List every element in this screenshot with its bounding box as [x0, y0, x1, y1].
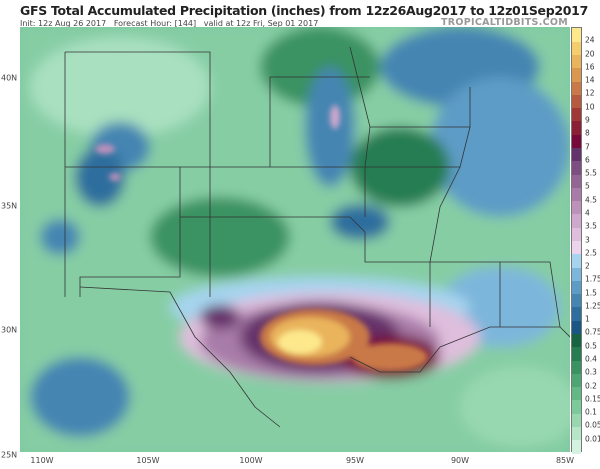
colorbar-tick-label: 10 — [585, 102, 595, 112]
colorbar-tick-label: 20 — [585, 49, 595, 59]
colorbar-tick-label: 2 — [585, 261, 590, 271]
lon-label: 85W — [555, 456, 575, 465]
map-title: GFS Total Accumulated Precipitation (inc… — [20, 3, 588, 18]
colorbar-tick-label: 1 — [585, 314, 590, 324]
colorbar-segment — [572, 134, 581, 149]
init-time: Init: 12z Aug 26 2017 — [20, 19, 107, 28]
colorbar-segment — [572, 200, 581, 215]
colorbar-segment — [572, 227, 581, 241]
colorbar-tick-label: 0.1 — [585, 407, 597, 417]
colorbar-segment — [572, 28, 581, 42]
colorbar-tick-label: 8 — [585, 128, 590, 138]
lon-label: 105W — [136, 456, 160, 465]
heavy-rain-core — [95, 105, 428, 371]
colorbar-segment — [572, 386, 581, 401]
colorbar-segment — [572, 94, 581, 109]
colorbar-tick-label: 1.25 — [585, 301, 600, 311]
colorbar-tick-label: 5 — [585, 181, 590, 191]
colorbar-tick-label: 0.4 — [585, 354, 597, 364]
colorbar-segment — [572, 107, 581, 122]
colorbar-segment — [572, 413, 581, 427]
colorbar-tick-label: 0.15 — [585, 394, 600, 404]
colorbar-segment — [572, 360, 581, 374]
colorbar-tick-label: 16 — [585, 62, 595, 72]
lat-label: 25N — [1, 450, 18, 460]
colorbar-segment — [572, 67, 581, 82]
colorbar-segment — [572, 426, 581, 441]
colorbar-segment — [572, 147, 581, 162]
lon-label: 95W — [345, 456, 365, 465]
colorbar-tick-label: 9 — [585, 115, 590, 125]
colorbar-tick-label: 0.01 — [585, 434, 600, 444]
colorbar-tick-label: 12 — [585, 88, 595, 98]
precipitation-map — [20, 27, 580, 452]
colorbar-segment — [572, 346, 581, 361]
map-subtitle: Init: 12z Aug 26 2017 Forecast Hour: [14… — [20, 19, 318, 28]
precip-shading — [20, 27, 580, 452]
colorbar-tick-label: 0.75 — [585, 327, 600, 337]
lon-label: 90W — [450, 456, 470, 465]
colorbar-segment — [572, 333, 581, 348]
colorbar-tick-label: 0.2 — [585, 381, 597, 391]
colorbar — [571, 27, 582, 454]
colorbar-tick-label: 5.5 — [585, 168, 597, 178]
colorbar-tick-label: 0.05 — [585, 420, 600, 430]
lat-label: 30N — [1, 325, 18, 335]
colorbar-segment — [572, 253, 581, 268]
forecast-hour: Forecast Hour: [144] — [113, 19, 197, 28]
colorbar-tick-label: 3.5 — [585, 221, 597, 231]
lon-label: 100W — [239, 456, 263, 465]
state-borders — [64, 46, 571, 428]
colorbar-tick-label: 0.5 — [585, 341, 597, 351]
brand-watermark: TROPICALTIDBITS.COM — [441, 17, 568, 28]
colorbar-segment — [572, 293, 581, 308]
lon-label: 110W — [30, 456, 54, 465]
precipitation-field — [20, 27, 580, 452]
valid-time: valid at 12z Fri, Sep 01 2017 — [203, 19, 319, 28]
colorbar-segment — [572, 41, 581, 56]
colorbar-tick-label: 0.3 — [585, 367, 597, 377]
colorbar-tick-label: 24 — [585, 35, 595, 45]
colorbar-segment — [572, 81, 581, 95]
colorbar-tick-label: 6 — [585, 155, 590, 165]
colorbar-segment — [572, 399, 581, 414]
colorbar-tick-label: 2.5 — [585, 248, 597, 258]
colorbar-segment — [572, 306, 581, 321]
colorbar-segment — [572, 267, 581, 281]
colorbar-segment — [572, 280, 581, 295]
colorbar-segment — [572, 54, 581, 69]
colorbar-tick-label: 4 — [585, 208, 590, 218]
colorbar-segment — [572, 240, 581, 255]
colorbar-segment — [572, 120, 581, 135]
colorbar-tick-label: 7 — [585, 142, 590, 152]
lat-label: 35N — [1, 201, 18, 211]
colorbar-segment — [572, 439, 581, 454]
colorbar-tick-label: 1.5 — [585, 288, 597, 298]
colorbar-segment — [572, 213, 581, 228]
colorbar-segment — [572, 174, 581, 188]
colorbar-tick-label: 14 — [585, 75, 595, 85]
colorbar-tick-label: 3 — [585, 235, 590, 244]
colorbar-segment — [572, 320, 581, 334]
colorbar-segment — [572, 373, 581, 388]
colorbar-tick-label: 4.5 — [585, 195, 597, 205]
lat-label: 40N — [1, 73, 18, 83]
colorbar-segment — [572, 160, 581, 175]
colorbar-tick-label: 1.75 — [585, 274, 600, 284]
colorbar-segment — [572, 187, 581, 202]
